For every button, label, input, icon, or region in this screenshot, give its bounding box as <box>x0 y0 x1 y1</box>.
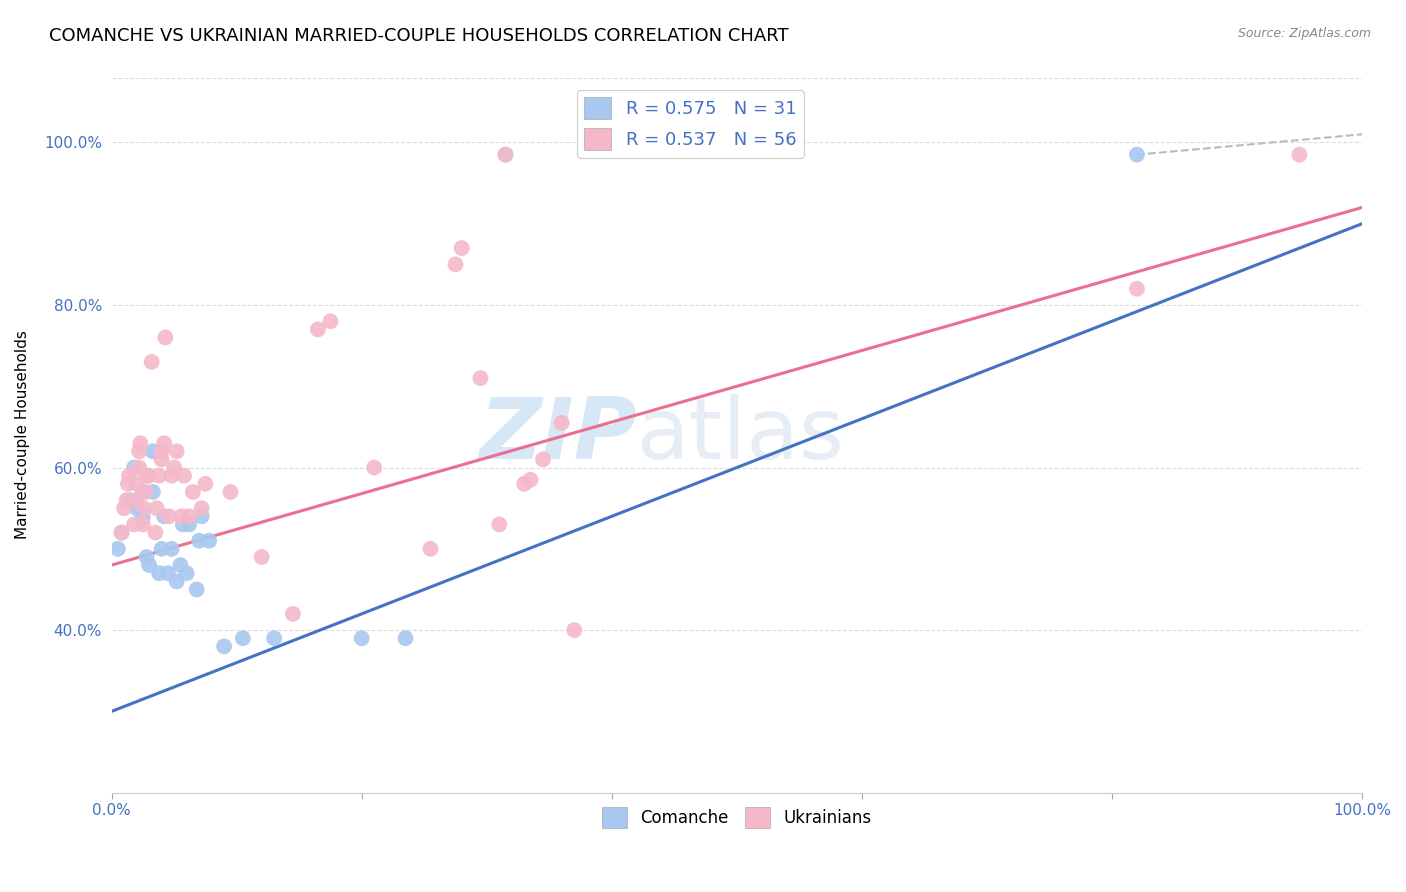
Point <box>172 517 194 532</box>
Point <box>232 632 254 646</box>
Point <box>122 517 145 532</box>
Point <box>186 582 208 597</box>
Point <box>482 888 505 892</box>
Point <box>155 330 177 344</box>
Point <box>531 452 554 467</box>
Point <box>1288 147 1310 161</box>
Point <box>148 468 170 483</box>
Point <box>194 476 217 491</box>
Legend: Comanche, Ukrainians: Comanche, Ukrainians <box>595 801 879 834</box>
Point <box>163 460 186 475</box>
Point <box>170 509 193 524</box>
Point <box>107 541 129 556</box>
Text: ZIP: ZIP <box>479 393 637 476</box>
Point <box>250 549 273 564</box>
Point <box>145 501 167 516</box>
Point <box>157 509 180 524</box>
Point <box>138 558 160 573</box>
Point <box>198 533 221 548</box>
Point <box>156 566 179 581</box>
Point <box>350 632 373 646</box>
Point <box>150 444 173 458</box>
Point <box>495 147 517 161</box>
Point <box>190 509 212 524</box>
Point <box>110 525 132 540</box>
Point <box>470 371 492 385</box>
Point <box>513 476 536 491</box>
Point <box>125 493 148 508</box>
Point <box>181 485 204 500</box>
Point <box>166 574 188 589</box>
Point <box>128 460 150 475</box>
Point <box>125 476 148 491</box>
Point <box>176 566 198 581</box>
Point <box>166 444 188 458</box>
Point <box>160 468 183 483</box>
Point <box>363 460 385 475</box>
Point <box>188 533 211 548</box>
Point <box>153 509 176 524</box>
Text: atlas: atlas <box>637 393 845 476</box>
Point <box>132 485 155 500</box>
Point <box>134 485 156 500</box>
Point <box>142 485 165 500</box>
Point <box>125 501 148 516</box>
Point <box>179 509 201 524</box>
Point <box>169 558 191 573</box>
Point <box>135 549 157 564</box>
Text: COMANCHE VS UKRAINIAN MARRIED-COUPLE HOUSEHOLDS CORRELATION CHART: COMANCHE VS UKRAINIAN MARRIED-COUPLE HOU… <box>49 27 789 45</box>
Point <box>145 525 167 540</box>
Point <box>519 473 541 487</box>
Point <box>112 501 135 516</box>
Point <box>419 541 441 556</box>
Point <box>138 468 160 483</box>
Point <box>117 476 139 491</box>
Point <box>129 436 152 450</box>
Point <box>110 525 132 540</box>
Point <box>160 541 183 556</box>
Point <box>219 485 242 500</box>
Text: Source: ZipAtlas.com: Source: ZipAtlas.com <box>1237 27 1371 40</box>
Point <box>488 517 510 532</box>
Point <box>444 257 467 271</box>
Point <box>150 452 173 467</box>
Point <box>190 501 212 516</box>
Point <box>122 460 145 475</box>
Point <box>142 444 165 458</box>
Point <box>118 468 141 483</box>
Point <box>562 623 585 637</box>
Point <box>1126 147 1149 161</box>
Point <box>150 541 173 556</box>
Point <box>173 468 195 483</box>
Point <box>141 355 163 369</box>
Point <box>134 501 156 516</box>
Point <box>132 509 155 524</box>
Point <box>120 493 142 508</box>
Point <box>153 436 176 450</box>
Point <box>212 640 235 654</box>
Point <box>263 632 285 646</box>
Y-axis label: Married-couple Households: Married-couple Households <box>15 331 30 540</box>
Point <box>307 322 329 336</box>
Point <box>132 517 155 532</box>
Point <box>179 517 201 532</box>
Point <box>319 314 342 328</box>
Point <box>551 416 574 430</box>
Point <box>128 444 150 458</box>
Point <box>495 147 517 161</box>
Point <box>135 468 157 483</box>
Point <box>148 566 170 581</box>
Point <box>450 241 472 255</box>
Point <box>281 607 304 621</box>
Point <box>1126 282 1149 296</box>
Point <box>115 493 138 508</box>
Point <box>394 632 416 646</box>
